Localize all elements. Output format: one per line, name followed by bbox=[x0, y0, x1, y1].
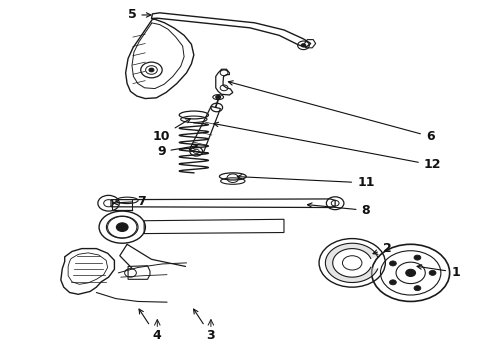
Circle shape bbox=[414, 255, 421, 260]
Text: 9: 9 bbox=[157, 144, 197, 158]
Text: 12: 12 bbox=[214, 122, 441, 171]
Circle shape bbox=[116, 223, 128, 231]
Polygon shape bbox=[325, 243, 378, 283]
Text: 8: 8 bbox=[307, 203, 370, 217]
Circle shape bbox=[414, 286, 421, 291]
Text: 3: 3 bbox=[194, 309, 215, 342]
Circle shape bbox=[390, 261, 396, 266]
Circle shape bbox=[301, 44, 306, 47]
Circle shape bbox=[390, 280, 396, 285]
Text: 2: 2 bbox=[373, 242, 392, 255]
Circle shape bbox=[149, 68, 154, 72]
Text: 5: 5 bbox=[127, 9, 151, 22]
Text: 4: 4 bbox=[139, 309, 161, 342]
Circle shape bbox=[429, 270, 436, 275]
Text: 11: 11 bbox=[237, 175, 374, 189]
Text: 10: 10 bbox=[152, 118, 191, 143]
Text: 6: 6 bbox=[228, 81, 435, 143]
Circle shape bbox=[216, 95, 220, 99]
Circle shape bbox=[406, 269, 416, 276]
Text: 7: 7 bbox=[114, 195, 146, 208]
Text: 1: 1 bbox=[417, 265, 460, 279]
